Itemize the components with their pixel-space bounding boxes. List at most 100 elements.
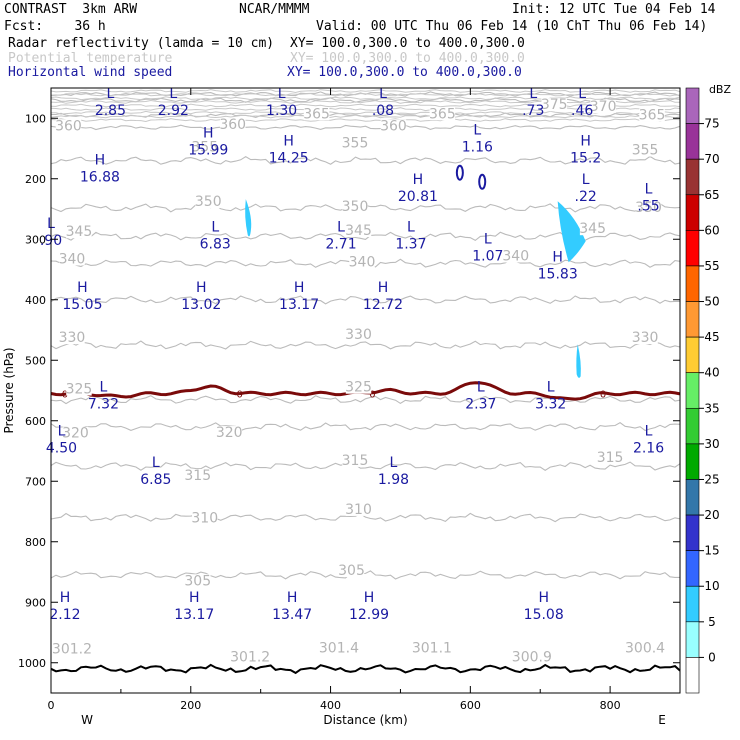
theta-label: 355 — [342, 135, 369, 151]
wind-contours — [455, 164, 487, 190]
theta-label-bg — [639, 108, 665, 122]
wind-extremum-marker: L — [477, 380, 485, 396]
theta-label-bg — [342, 453, 368, 467]
wind-extremum-value: .46 — [571, 103, 593, 119]
field-xy-reflectivity: XY= 100.0,300.0 to 400.0,300.0 — [290, 36, 525, 51]
theta-label-bg — [185, 574, 211, 588]
y-tick-label: 300 — [25, 233, 46, 246]
y-axis-label: Pressure (hPa) — [2, 347, 16, 433]
reflectivity-cell — [245, 199, 252, 237]
theta-contour-370 — [50, 97, 681, 103]
wind-extremum-marker: L — [473, 122, 481, 138]
wind-extremum-value: 1.16 — [462, 139, 493, 155]
wind-extremum-marker: H — [294, 280, 305, 296]
x-tick-label: 800 — [600, 699, 621, 712]
theta-label: 360 — [380, 118, 407, 134]
wind-extremum-marker: L — [547, 380, 555, 396]
reflectivity-cell — [557, 201, 586, 263]
theta-contour-upper — [50, 110, 681, 115]
y-tick-label: 800 — [25, 536, 46, 549]
wind-extremum-value: .08 — [372, 103, 394, 119]
forecast-hour: Fcst: 36 h — [4, 19, 106, 34]
theta-label-bg — [345, 380, 372, 394]
wind-extremum-marker: L — [407, 219, 415, 235]
theta-label-bg — [192, 140, 218, 154]
wind-extremum-marker: L — [58, 424, 66, 440]
colorbar-label: 50 — [704, 295, 719, 309]
wind-extremum-marker: L — [169, 86, 177, 102]
west-label: W — [81, 713, 93, 727]
wind-extremum-marker: H — [196, 280, 207, 296]
theta-contour-upper — [50, 114, 681, 119]
theta-label-bg — [429, 107, 456, 121]
colorbar: 0 5 10 15 20 25 30 35 40 45 50 55 60 65 70 75 dBZ — [685, 83, 731, 694]
theta-contours — [50, 89, 681, 675]
wind-extremum-value: 13.17 — [174, 607, 214, 623]
theta-label: 340 — [502, 248, 529, 264]
theta-label: 301.4 — [319, 640, 359, 656]
theta-label-bg — [597, 450, 623, 464]
wind-extremum-value: 2.85 — [95, 103, 126, 119]
theta-label-bg — [349, 255, 375, 269]
wind-extremum-marker: H — [95, 153, 106, 169]
theta-label-bg — [342, 136, 368, 150]
colorbar-swatch — [685, 194, 700, 231]
colorbar-label: 20 — [704, 508, 719, 522]
colorbar-swatch — [685, 230, 700, 267]
theta-label-bg — [55, 119, 82, 133]
wind-extremum-value: .73 — [522, 103, 544, 119]
theta-label: 320 — [62, 426, 89, 442]
theta-contour-upper — [50, 99, 680, 104]
y-tick-label: 1000 — [18, 657, 46, 670]
colorbar-swatch — [685, 87, 700, 124]
model-title: CONTRAST 3km ARW — [4, 2, 138, 17]
y-tick-label: 400 — [25, 294, 46, 307]
east-label: E — [658, 713, 666, 727]
field-label-wind: Horizontal wind speed — [8, 65, 173, 80]
theta-label: 355 — [191, 140, 218, 156]
theta-contour-320 — [50, 422, 681, 432]
wind-extremum-marker: L — [379, 86, 387, 102]
theta-label-bg — [317, 641, 361, 655]
theta-label: 345 — [579, 221, 606, 237]
colorbar-label: 5 — [708, 615, 716, 629]
colorbar-label: 30 — [704, 437, 719, 451]
colorbar-swatch — [685, 550, 700, 587]
colorbar-swatch — [685, 479, 700, 516]
wind-extremum-value: 2.37 — [465, 397, 496, 413]
colorbar-label: 0 — [708, 650, 716, 664]
wind-extremum-value: 14.25 — [269, 150, 309, 166]
wind-extremum-value: 15.08 — [524, 607, 564, 623]
wind-extremum-value: 15.83 — [538, 267, 578, 283]
wind-extremum-marker: L — [578, 86, 586, 102]
colorbar-label: 55 — [704, 259, 719, 273]
colorbar-swatch — [685, 301, 700, 338]
theta-label-bg — [632, 331, 658, 345]
wind-closed-contour — [455, 164, 464, 181]
x-tick-label: 0 — [48, 699, 55, 712]
theta-label: 301.2 — [52, 642, 92, 658]
y-tick-label: 700 — [25, 475, 46, 488]
theta-label-bg — [338, 564, 365, 578]
freezing-level-label: 0 — [62, 390, 68, 401]
theta-contour-upper — [50, 92, 681, 97]
theta-label: 315 — [342, 453, 369, 469]
theta-contour-upper — [50, 103, 681, 108]
x-tick-label: 200 — [180, 699, 201, 712]
theta-contour-360 — [50, 124, 681, 131]
colorbar-label: 35 — [704, 401, 719, 415]
theta-label: 350 — [342, 199, 369, 215]
colorbar-swatch — [685, 585, 700, 623]
theta-label: 340 — [349, 254, 376, 270]
wind-extremum-marker: H — [203, 125, 214, 141]
wind-extremum-marker: L — [390, 455, 398, 471]
freezing-level-label: 0 — [369, 390, 375, 401]
wind-extremum-marker: L — [278, 86, 286, 102]
theta-label-bg — [635, 201, 662, 215]
y-tick-label: 200 — [25, 173, 46, 186]
colorbar-label: 65 — [704, 188, 719, 202]
theta-label: 365 — [303, 106, 330, 122]
theta-contour-300 — [50, 663, 681, 675]
wind-extremum-value: 12.99 — [349, 607, 389, 623]
colorbar-swatch — [685, 336, 700, 374]
